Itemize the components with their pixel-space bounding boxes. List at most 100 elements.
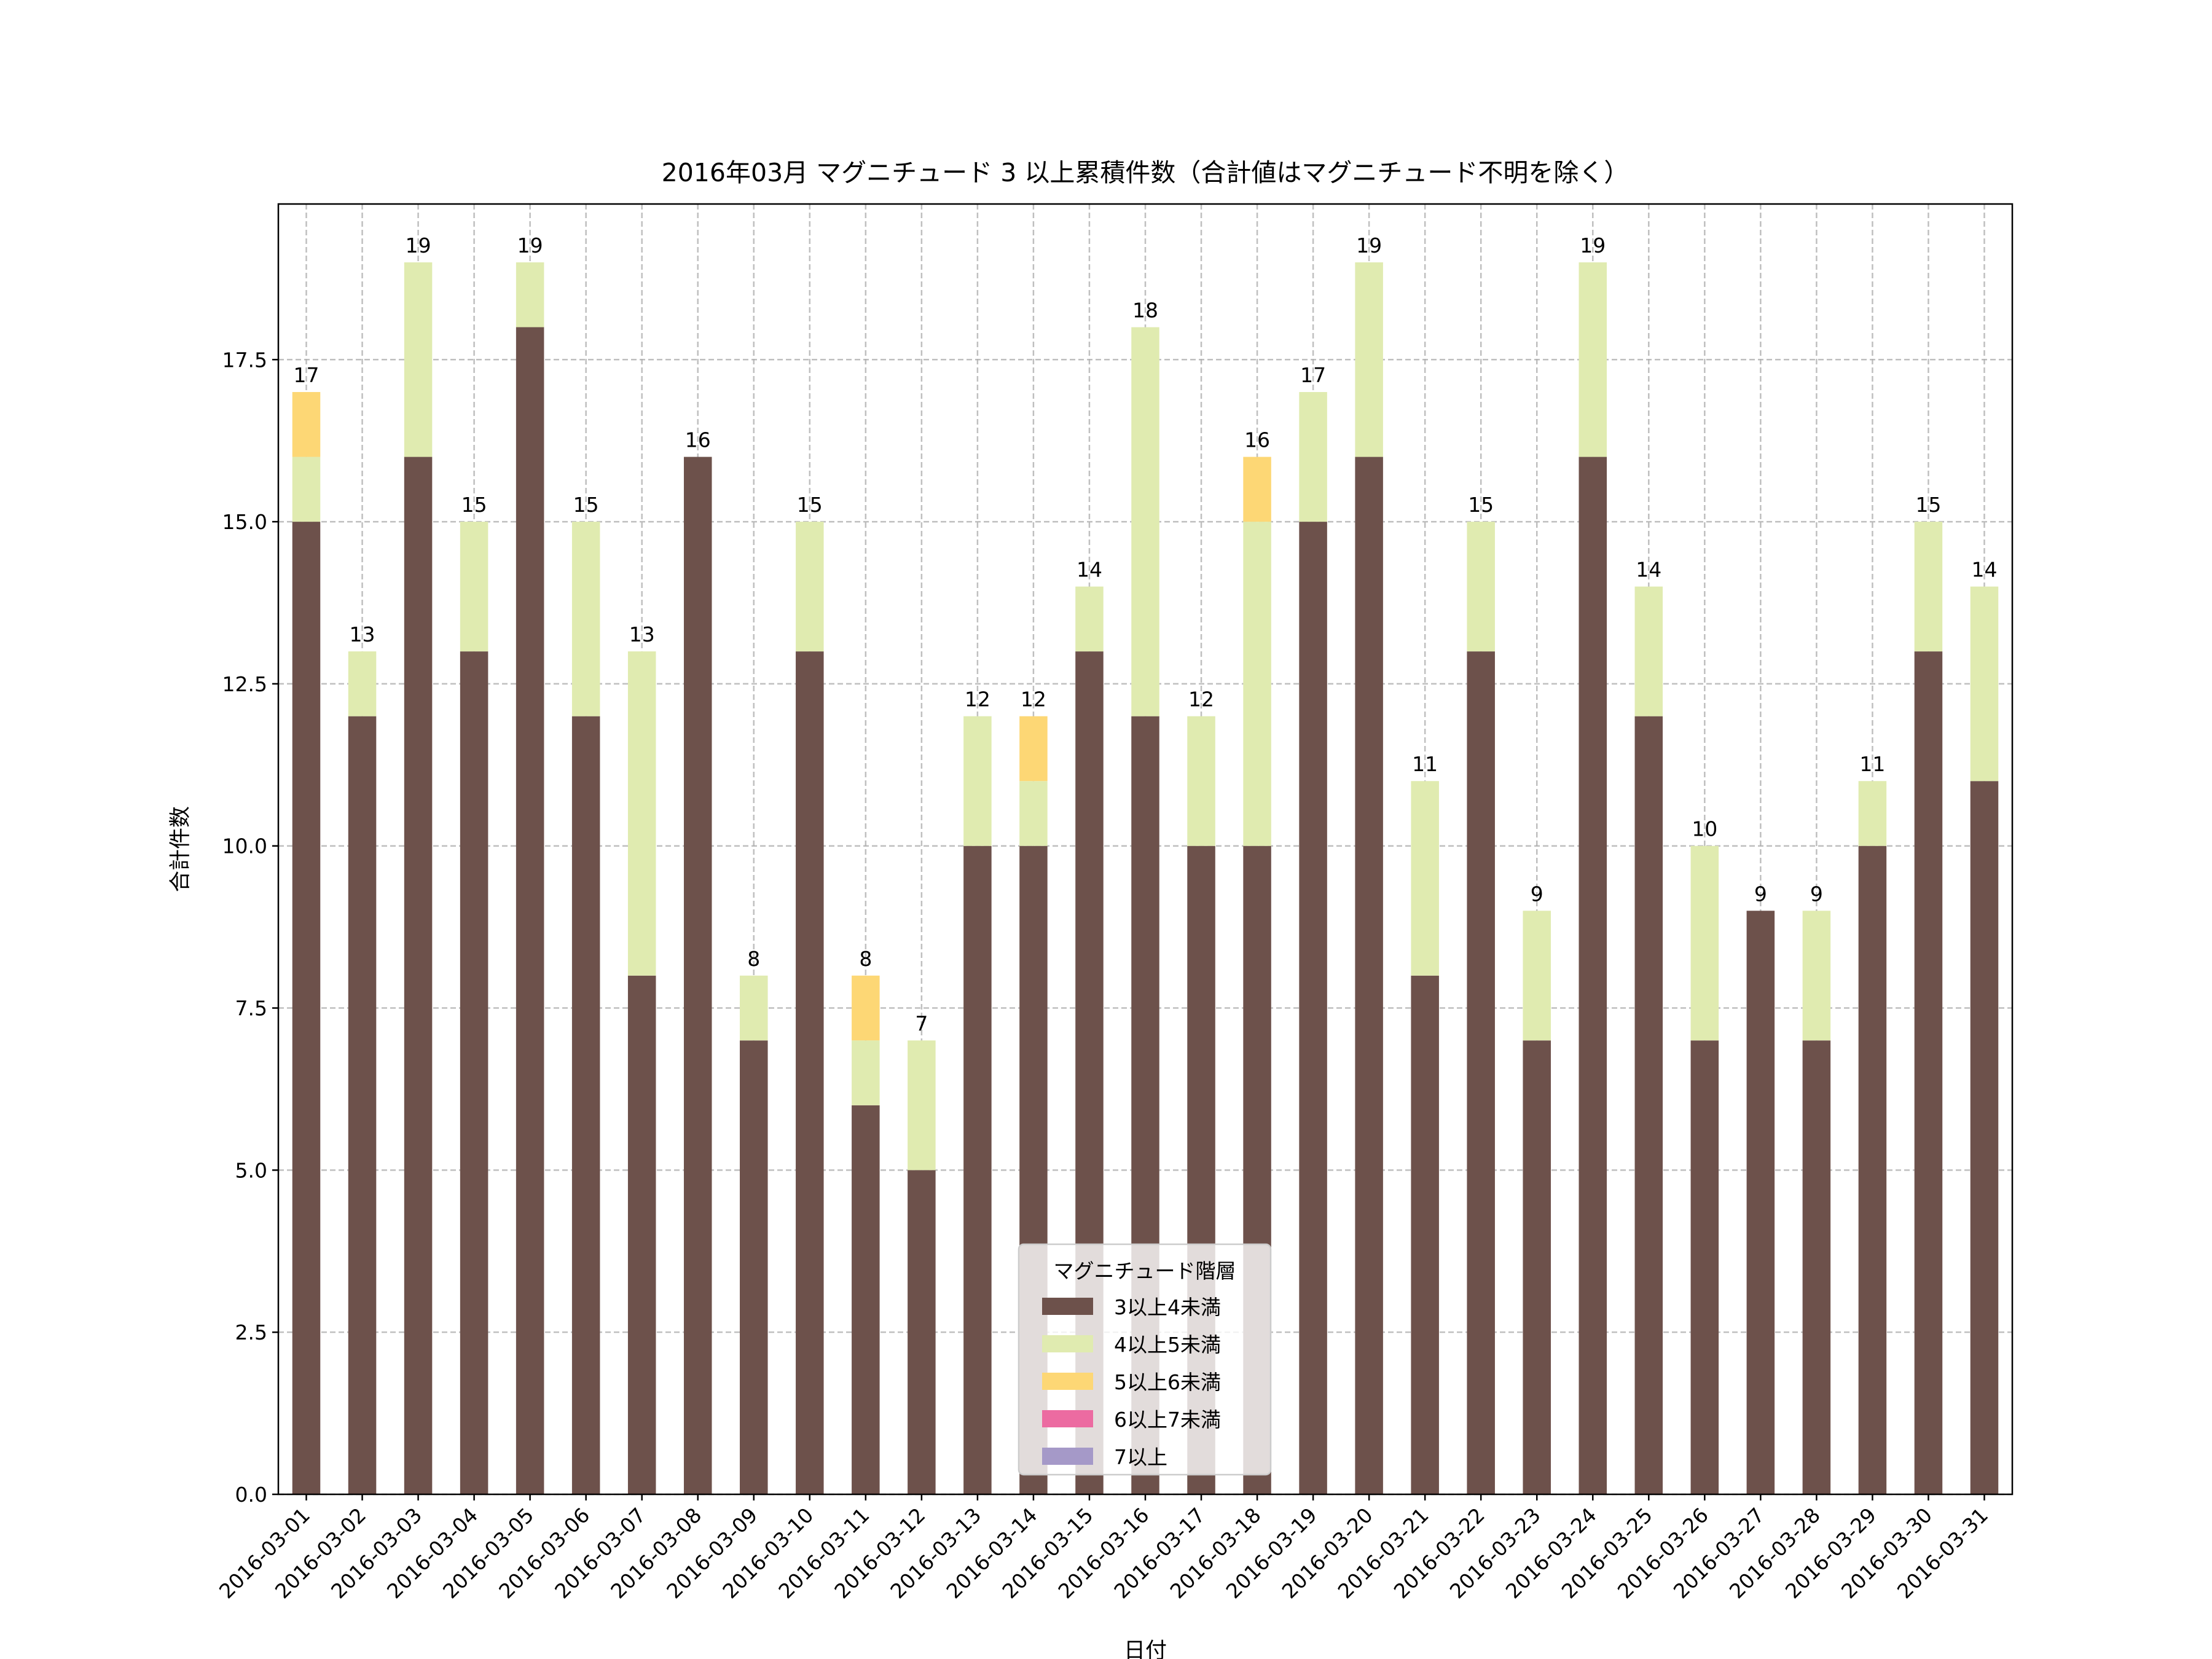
legend-label-4: 7以上 [1114, 1445, 1167, 1469]
y-axis: 0.0 2.5 5.0 7.5 10.0 12.5 15.0 17.5 [222, 348, 278, 1507]
total-label: 15 [573, 493, 599, 517]
bar-2016-03-31-series-1 [1970, 586, 1999, 782]
total-label: 12 [965, 688, 990, 712]
bar-2016-03-08-series-0 [683, 457, 712, 1494]
bar-2016-03-07-series-0 [627, 975, 656, 1494]
total-label: 19 [1580, 233, 1606, 257]
total-label: 14 [1077, 558, 1102, 582]
bar-2016-03-21-series-1 [1411, 781, 1439, 976]
total-label: 10 [1692, 817, 1717, 841]
bar-2016-03-16-series-1 [1131, 327, 1159, 716]
bar-2016-03-19-series-0 [1299, 522, 1327, 1494]
bar-2016-03-18-series-1 [1243, 522, 1271, 846]
y-tick-label: 0.0 [235, 1483, 267, 1507]
y-tick-label: 5.0 [235, 1158, 267, 1182]
bar-2016-03-26-series-0 [1690, 1040, 1719, 1494]
bar-2016-03-05-series-1 [516, 262, 544, 327]
total-label: 17 [1300, 363, 1326, 387]
bar-2016-03-22-series-0 [1467, 651, 1495, 1494]
bar-2016-03-22-series-1 [1467, 522, 1495, 652]
total-label: 11 [1859, 752, 1885, 776]
bar-2016-03-28-series-0 [1802, 1040, 1831, 1494]
bar-2016-03-28-series-1 [1802, 911, 1831, 1041]
bar-2016-03-20-series-1 [1355, 262, 1383, 457]
total-label: 15 [1915, 493, 1941, 517]
bar-2016-03-29-series-1 [1858, 781, 1887, 846]
total-label: 12 [1188, 688, 1214, 712]
y-tick-label: 10.0 [222, 834, 267, 858]
total-label: 11 [1412, 752, 1438, 776]
total-label: 14 [1636, 558, 1661, 582]
legend-swatch-0 [1042, 1298, 1093, 1315]
bar-2016-03-18-series-2 [1243, 457, 1271, 522]
data-labels: 17 13 19 15 19 15 13 16 8 15 8 7 12 12 14 18 12 16 17 19 11 1… [294, 233, 1998, 1035]
bar-2016-03-21-series-0 [1411, 975, 1439, 1494]
bar-2016-03-24-series-0 [1579, 457, 1607, 1494]
bar-2016-03-05-series-0 [516, 327, 544, 1495]
legend-swatch-2 [1042, 1373, 1093, 1390]
total-label: 14 [1971, 558, 1997, 582]
bar-2016-03-09-series-0 [740, 1040, 768, 1494]
bar-2016-03-10-series-1 [796, 522, 824, 652]
bar-2016-03-24-series-1 [1579, 262, 1607, 457]
bar-2016-03-25-series-0 [1634, 716, 1663, 1494]
bar-2016-03-07-series-1 [627, 651, 656, 976]
total-label: 8 [859, 947, 872, 971]
bar-2016-03-17-series-1 [1187, 716, 1215, 846]
total-label: 8 [747, 947, 760, 971]
total-label: 16 [685, 428, 711, 452]
y-tick-label: 12.5 [222, 672, 267, 696]
bar-2016-03-23-series-0 [1523, 1040, 1551, 1494]
bar-2016-03-06-series-0 [571, 716, 600, 1494]
bar-2016-03-31-series-0 [1970, 781, 1999, 1494]
bar-2016-03-01-series-1 [292, 457, 321, 522]
bar-2016-03-19-series-1 [1299, 392, 1327, 522]
legend-swatch-1 [1042, 1335, 1093, 1352]
bar-2016-03-10-series-0 [796, 651, 824, 1494]
legend-label-2: 5以上6未満 [1114, 1370, 1221, 1394]
bar-2016-03-03-series-1 [404, 262, 433, 457]
bar-2016-03-01-series-0 [292, 522, 321, 1494]
legend-swatch-3 [1042, 1410, 1093, 1427]
bar-2016-03-04-series-1 [460, 522, 488, 652]
bar-2016-03-29-series-0 [1858, 845, 1887, 1494]
bar-2016-03-09-series-1 [740, 975, 768, 1041]
y-tick-label: 17.5 [222, 348, 267, 372]
bar-2016-03-04-series-0 [460, 651, 488, 1494]
total-label: 15 [461, 493, 487, 517]
bar-2016-03-03-series-0 [404, 457, 433, 1494]
bar-2016-03-14-series-1 [1019, 781, 1048, 846]
bar-2016-03-11-series-2 [852, 975, 880, 1041]
bar-2016-03-26-series-1 [1690, 845, 1719, 1041]
total-label: 9 [1754, 882, 1767, 906]
total-label: 19 [1356, 233, 1382, 257]
bar-2016-03-11-series-0 [852, 1105, 880, 1494]
y-tick-label: 15.0 [222, 510, 267, 534]
bar-2016-03-06-series-1 [571, 522, 600, 716]
total-label: 9 [1810, 882, 1823, 906]
bar-2016-03-20-series-0 [1355, 457, 1383, 1494]
bar-2016-03-01-series-2 [292, 392, 321, 457]
bar-2016-03-14-series-2 [1019, 716, 1048, 782]
legend-label-1: 4以上5未満 [1114, 1333, 1221, 1357]
bar-2016-03-12-series-1 [908, 1040, 936, 1171]
bar-2016-03-27-series-0 [1746, 911, 1775, 1494]
total-label: 12 [1021, 688, 1046, 712]
bar-2016-03-12-series-0 [908, 1170, 936, 1494]
legend-label-0: 3以上4未満 [1114, 1295, 1221, 1319]
x-axis: 2016-03-012016-03-022016-03-032016-03-04… [214, 1494, 1993, 1603]
legend-label-3: 6以上7未満 [1114, 1408, 1221, 1432]
total-label: 13 [629, 622, 655, 646]
total-label: 7 [915, 1011, 928, 1035]
bar-2016-03-13-series-0 [963, 845, 992, 1494]
bar-2016-03-30-series-0 [1914, 651, 1943, 1494]
x-axis-label: 日付 [1124, 1639, 1167, 1659]
bar-2016-03-02-series-1 [348, 651, 377, 716]
legend: マグニチュード階層 3以上4未満 4以上5未満 5以上6未満 6以上7未満 7以上 [1018, 1243, 1272, 1476]
bar-2016-03-25-series-1 [1634, 586, 1663, 716]
bar-2016-03-13-series-1 [963, 716, 992, 846]
bar-2016-03-02-series-0 [348, 716, 377, 1494]
y-tick-label: 2.5 [235, 1320, 267, 1344]
legend-swatch-4 [1042, 1448, 1093, 1465]
